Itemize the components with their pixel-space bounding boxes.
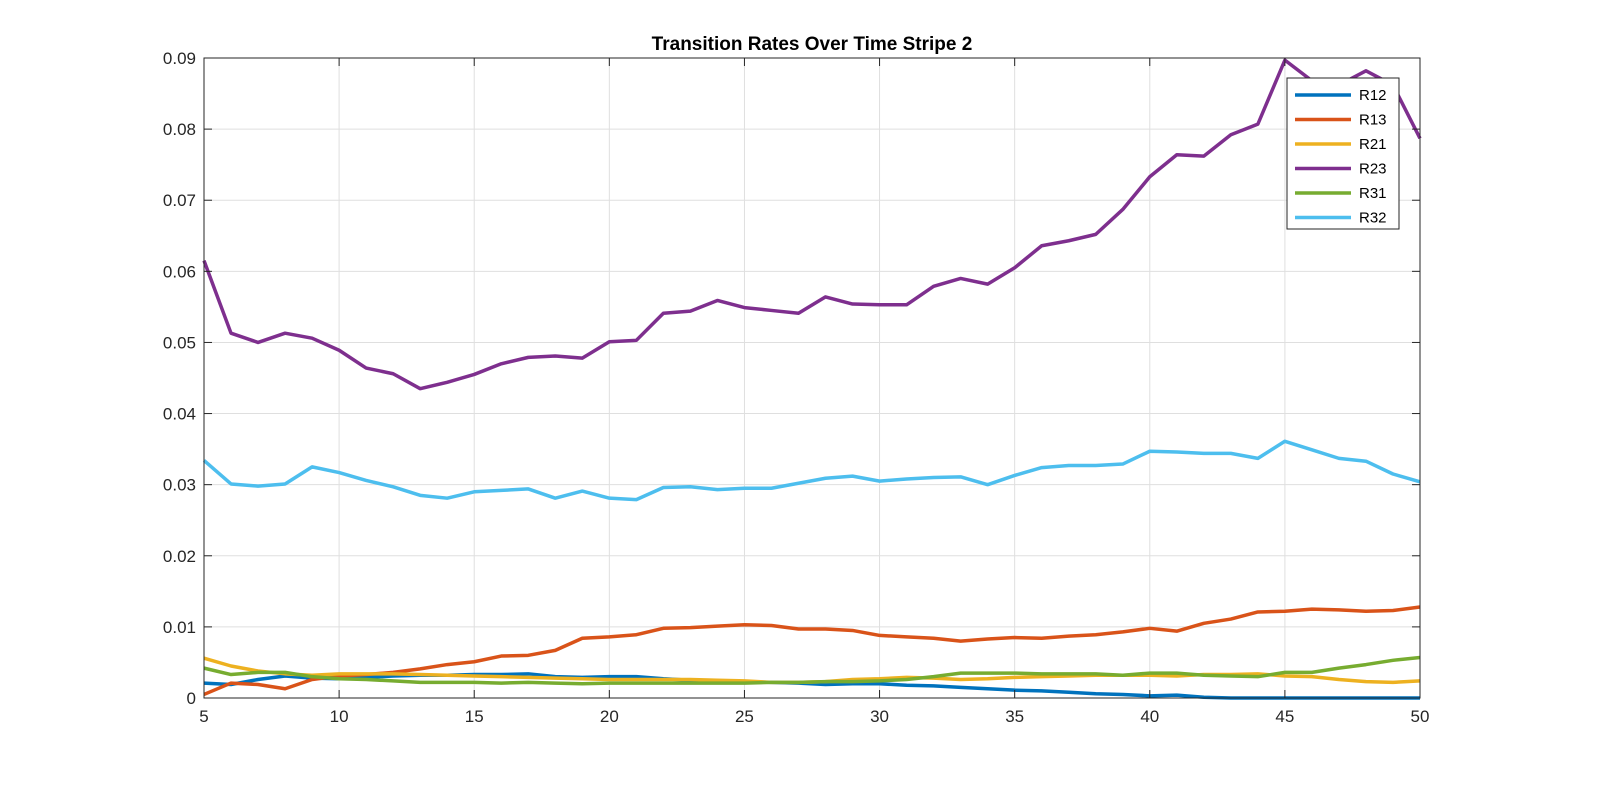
y-axis-ticks: 0 0.01 0.02 0.03 0.04 0.05 0.06 0.07 0.08 0.09 [163,49,1420,708]
legend-label-r23: R23 [1359,161,1387,178]
legend-label-r21: R21 [1359,136,1387,153]
y-tick-label: 0.06 [163,262,196,281]
series-lines [202,58,1422,700]
legend-label-r13: R13 [1359,112,1387,129]
series-line-r23 [202,58,1422,391]
series-line-r13 [203,605,1421,697]
legend-box [1286,77,1400,230]
y-tick-label: 0.09 [163,49,196,68]
series-line-r32 [202,439,1421,502]
y-tick-label: 0.02 [163,547,196,566]
plot-frame [203,57,1421,699]
grid [204,58,1420,698]
x-axis-ticks: 5 10 15 20 25 30 35 40 45 50 [199,58,1429,726]
x-tick-label: 15 [465,707,484,726]
axes [203,57,1421,699]
x-tick-label: 25 [735,707,754,726]
series-line-r21 [203,656,1421,685]
legend-label-r32: R32 [1359,210,1387,227]
y-tick-label: 0.05 [163,333,196,352]
y-tick-label: 0.04 [163,405,196,424]
y-tick-label: 0 [187,689,196,708]
x-tick-label: 10 [330,707,349,726]
y-tick-label: 0.07 [163,191,196,210]
y-tick-label: 0.08 [163,120,196,139]
x-tick-label: 20 [600,707,619,726]
x-tick-label: 5 [199,707,208,726]
legend: R12 R13 R21 R23 R31 R32 [1286,77,1400,230]
legend-label-r12: R12 [1359,87,1387,104]
y-tick-label: 0.03 [163,476,196,495]
series-line-r31 [203,655,1421,686]
chart-title: Transition Rates Over Time Stripe 2 [652,34,973,55]
x-tick-label: 45 [1275,707,1294,726]
x-tick-label: 30 [870,707,889,726]
x-tick-label: 35 [1005,707,1024,726]
y-tick-label: 0.01 [163,618,196,637]
legend-label-r31: R31 [1359,185,1387,202]
x-tick-label: 40 [1140,707,1159,726]
x-tick-label: 50 [1411,707,1430,726]
